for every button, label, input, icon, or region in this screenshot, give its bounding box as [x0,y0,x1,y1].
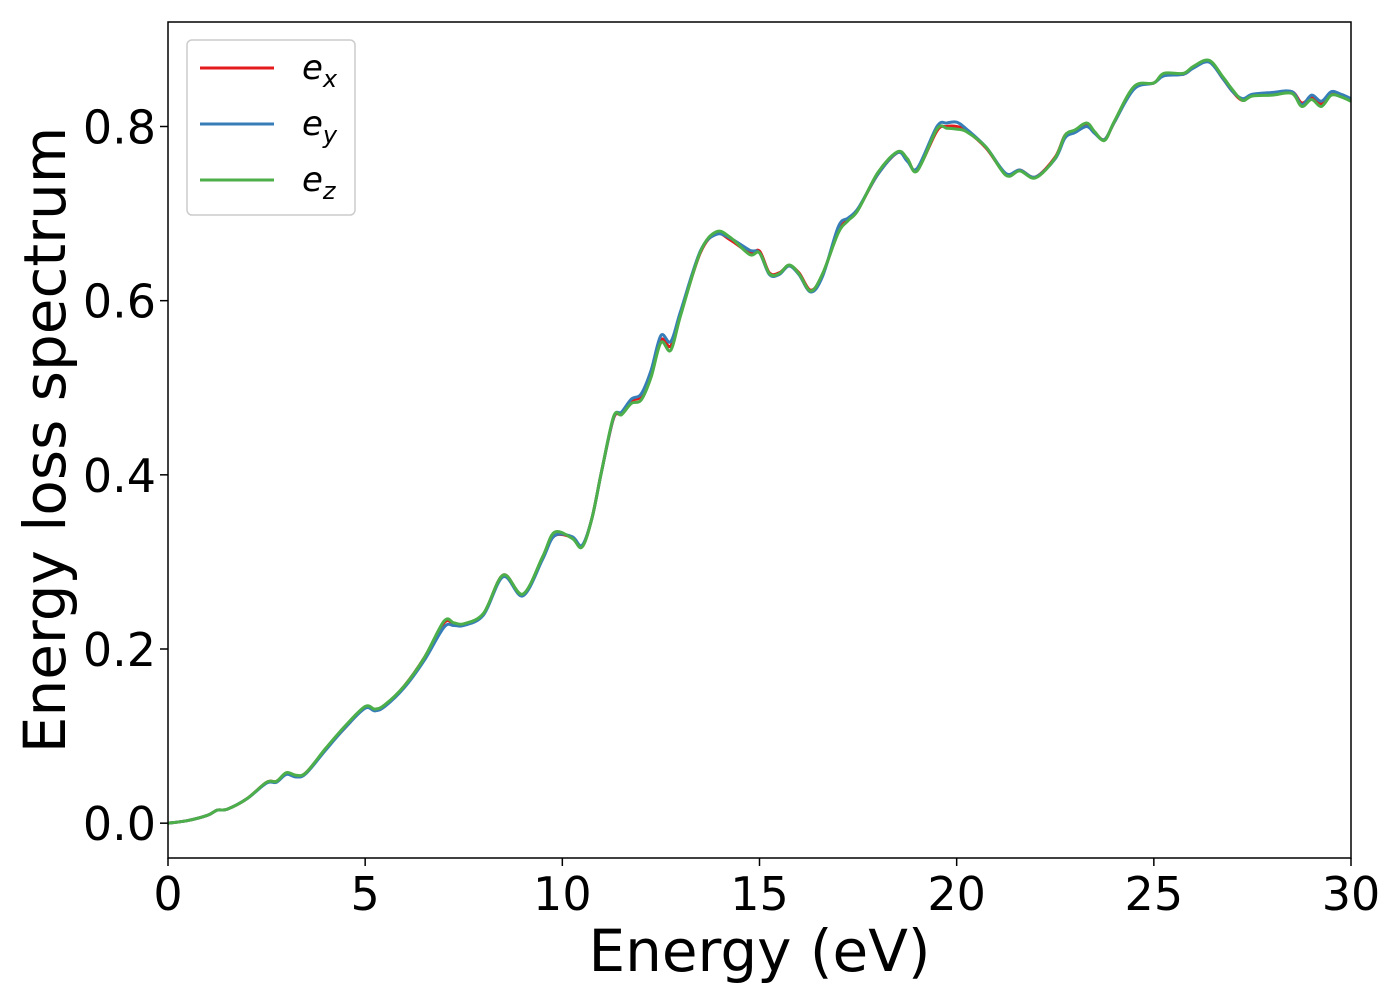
x-tick-label: 10 [533,867,592,921]
series-line-z [167,58,1352,825]
x-tick-label: 25 [1125,867,1184,921]
y-axis-label: Energy loss spectrum [11,127,79,753]
x-tick-label: 15 [730,867,789,921]
y-tick-label: 0.0 [83,797,156,851]
x-tick-label: 30 [1322,867,1381,921]
series-lines [167,58,1352,825]
y-tick-label: 0.2 [83,623,156,677]
legend-label-y: ey [302,104,338,149]
legend-box [186,39,356,216]
y-tick-label: 0.4 [83,449,156,503]
y-axis-ticks: 0.0 0.2 0.4 0.6 0.8 [83,101,168,851]
x-tick-label: 0 [153,867,182,921]
x-tick-label: 5 [351,867,380,921]
y-tick-label: 0.8 [83,101,156,155]
x-tick-label: 20 [927,867,986,921]
legend-label-x: ex [302,48,338,93]
y-tick-label: 0.6 [83,275,156,329]
x-axis-label: Energy (eV) [588,917,930,985]
x-axis-ticks: 0 5 10 15 20 25 30 [153,858,1380,921]
